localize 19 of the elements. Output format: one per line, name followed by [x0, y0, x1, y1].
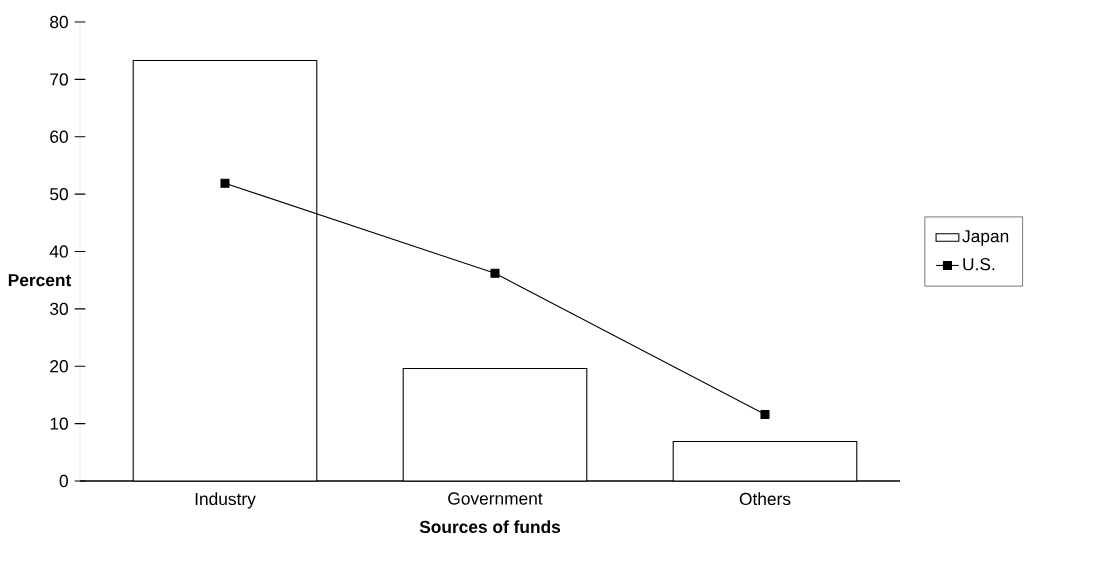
x-tick-label: Government	[448, 492, 543, 505]
y-tick-label: 70	[50, 73, 68, 86]
legend-label: Japan	[962, 230, 1009, 246]
y-tick-label: 30	[50, 302, 68, 316]
y-tick-label: 60	[50, 130, 68, 143]
y-axis-title: Percent	[8, 274, 72, 287]
y-tick-label: 40	[49, 245, 68, 258]
point	[220, 178, 230, 188]
y-tick-label: 50	[50, 187, 68, 201]
x-tick-label: Industry	[195, 492, 256, 509]
point	[490, 268, 500, 278]
y-tick-label: 0	[59, 474, 68, 488]
point	[760, 409, 770, 419]
x-axis-title: Sources of funds	[419, 520, 561, 534]
y-tick-label: 20	[50, 360, 68, 373]
y-tick-label: 80	[50, 15, 68, 29]
x-tick-label: Others	[739, 492, 791, 506]
y-tick-label: 10	[50, 417, 68, 430]
legend-label: U.S.	[963, 258, 995, 271]
